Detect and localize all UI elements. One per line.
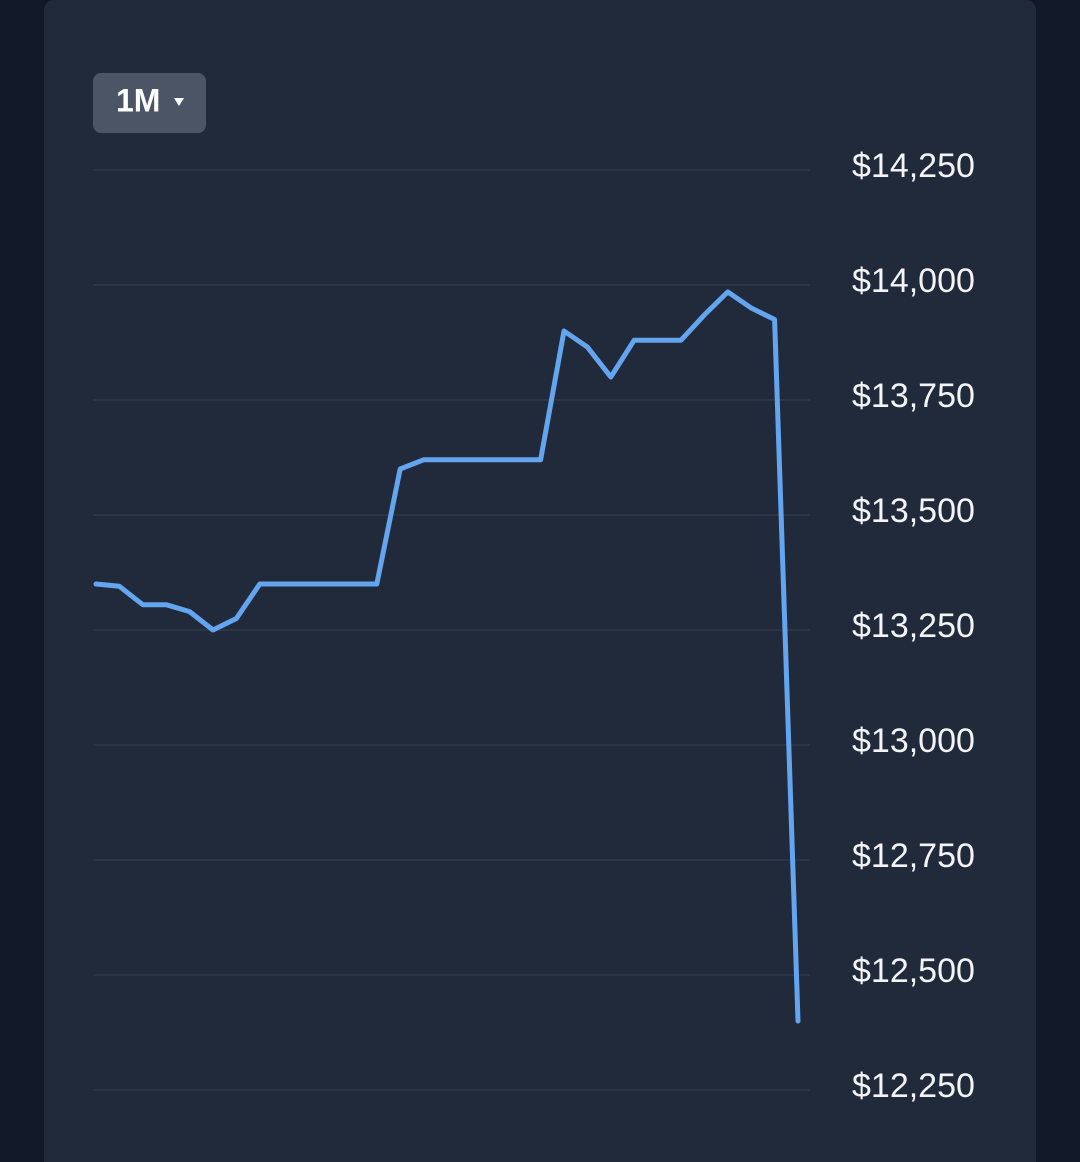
price-line (93, 289, 801, 1024)
range-button[interactable]: 1M (93, 73, 206, 133)
y-tick-label: $14,250 (852, 147, 975, 185)
range-button-bg[interactable] (93, 73, 206, 133)
y-tick-label: $13,000 (852, 722, 975, 760)
range-button-label[interactable]: 1M (116, 82, 160, 118)
dropdown-arrow[interactable] (174, 98, 184, 106)
y-tick-label: $13,250 (852, 607, 975, 645)
y-tick-label: $12,250 (852, 1067, 975, 1105)
card (44, 0, 1036, 1162)
y-tick-label: $13,500 (852, 492, 975, 530)
y-tick-label: $13,750 (852, 377, 975, 415)
y-tick-label: $14,000 (852, 262, 975, 300)
y-tick-label: $12,500 (852, 952, 975, 990)
y-tick-label: $12,750 (852, 837, 975, 875)
